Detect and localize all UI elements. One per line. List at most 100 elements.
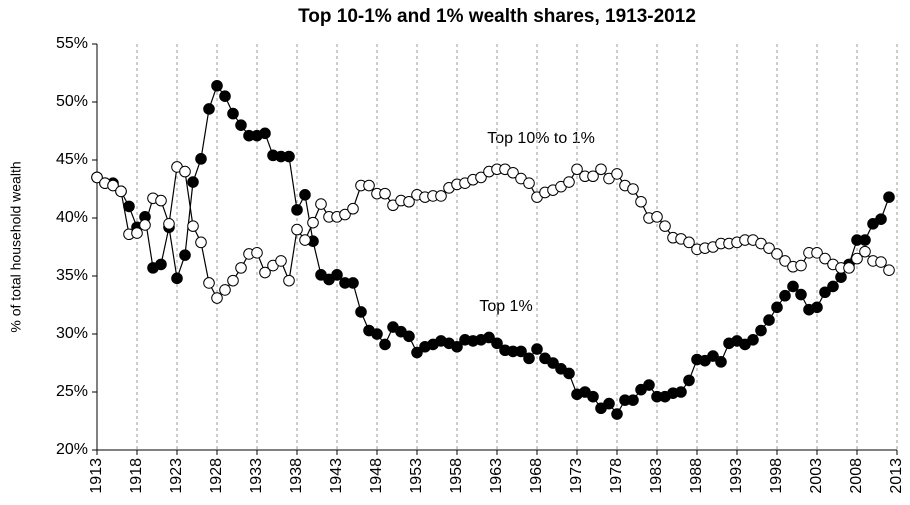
marker (187, 220, 199, 232)
marker (795, 288, 807, 301)
marker (587, 390, 599, 403)
marker (627, 183, 639, 195)
y-tick-label: 20% (56, 441, 88, 458)
y-tick-label: 35% (56, 267, 88, 284)
marker (379, 338, 391, 351)
marker (363, 179, 375, 192)
marker (659, 220, 671, 232)
x-tick-label: 1913 (88, 458, 105, 494)
x-tick-label: 1918 (128, 458, 145, 494)
y-tick-label: 40% (56, 209, 88, 226)
marker (483, 331, 495, 344)
chart-title: Top 10-1% and 1% wealth shares, 1913-201… (298, 6, 696, 27)
marker (371, 328, 383, 340)
x-tick-label: 1938 (288, 458, 305, 494)
marker (403, 330, 415, 343)
marker (507, 166, 519, 179)
marker (219, 284, 231, 296)
series-line (96, 165, 890, 300)
x-tick-label: 2013 (888, 458, 905, 494)
marker (779, 255, 791, 267)
x-tick-label: 1978 (608, 458, 625, 494)
marker (611, 168, 623, 180)
marker (779, 289, 791, 302)
marker (883, 191, 895, 203)
marker (787, 280, 799, 293)
x-tick-label: 2003 (808, 458, 825, 494)
marker (163, 218, 175, 230)
marker (859, 245, 871, 258)
marker (491, 337, 503, 350)
marker (379, 187, 391, 200)
marker (227, 107, 239, 120)
marker (203, 277, 215, 289)
marker (411, 346, 423, 359)
marker (843, 262, 855, 274)
marker (875, 256, 887, 268)
marker (299, 189, 311, 201)
y-tick-label: 50% (56, 93, 88, 110)
x-tick-label: 1953 (408, 458, 425, 494)
marker (755, 324, 767, 337)
x-tick-label: 1933 (248, 458, 265, 494)
marker (451, 340, 463, 353)
marker (819, 252, 831, 265)
marker (707, 350, 719, 362)
marker (819, 286, 831, 299)
x-tick-label: 1983 (648, 458, 665, 494)
marker (171, 272, 183, 285)
marker (763, 314, 775, 326)
marker (547, 357, 559, 369)
y-tick-label: 45% (56, 151, 88, 168)
marker (291, 223, 303, 236)
marker (683, 374, 695, 387)
marker (403, 195, 415, 208)
marker (195, 236, 207, 249)
marker (339, 208, 351, 221)
marker (683, 236, 695, 249)
marker (347, 277, 359, 289)
marker (531, 343, 543, 355)
marker (811, 247, 823, 259)
marker (219, 90, 231, 102)
marker (651, 211, 663, 223)
x-tick-label: 1923 (168, 458, 185, 494)
marker (715, 356, 727, 368)
marker (291, 204, 303, 216)
x-tick-label: 1988 (688, 458, 705, 494)
x-tick-label: 1943 (328, 458, 345, 494)
marker (283, 150, 295, 163)
y-tick-label: 30% (56, 325, 88, 342)
marker (275, 255, 287, 267)
annotation: Top 1% (479, 298, 532, 315)
marker (131, 227, 143, 239)
marker (283, 274, 295, 287)
x-tick-label: 1968 (528, 458, 545, 494)
marker (107, 179, 119, 192)
marker (203, 103, 215, 115)
marker (155, 258, 167, 271)
y-tick-label: 25% (56, 383, 88, 400)
marker (259, 266, 271, 279)
marker (475, 171, 487, 184)
marker (123, 200, 135, 213)
marker (227, 274, 239, 287)
marker (763, 242, 775, 254)
marker (571, 163, 583, 176)
marker (883, 264, 895, 277)
marker (875, 213, 887, 225)
marker (635, 195, 647, 208)
marker (523, 352, 535, 365)
y-tick-label: 55% (56, 35, 88, 52)
marker (435, 190, 447, 202)
marker (211, 292, 223, 304)
marker (179, 165, 191, 178)
marker (331, 269, 343, 281)
marker (851, 252, 863, 265)
marker (259, 127, 271, 140)
marker (315, 198, 327, 210)
marker (195, 153, 207, 165)
marker (627, 394, 639, 406)
marker (139, 219, 151, 231)
